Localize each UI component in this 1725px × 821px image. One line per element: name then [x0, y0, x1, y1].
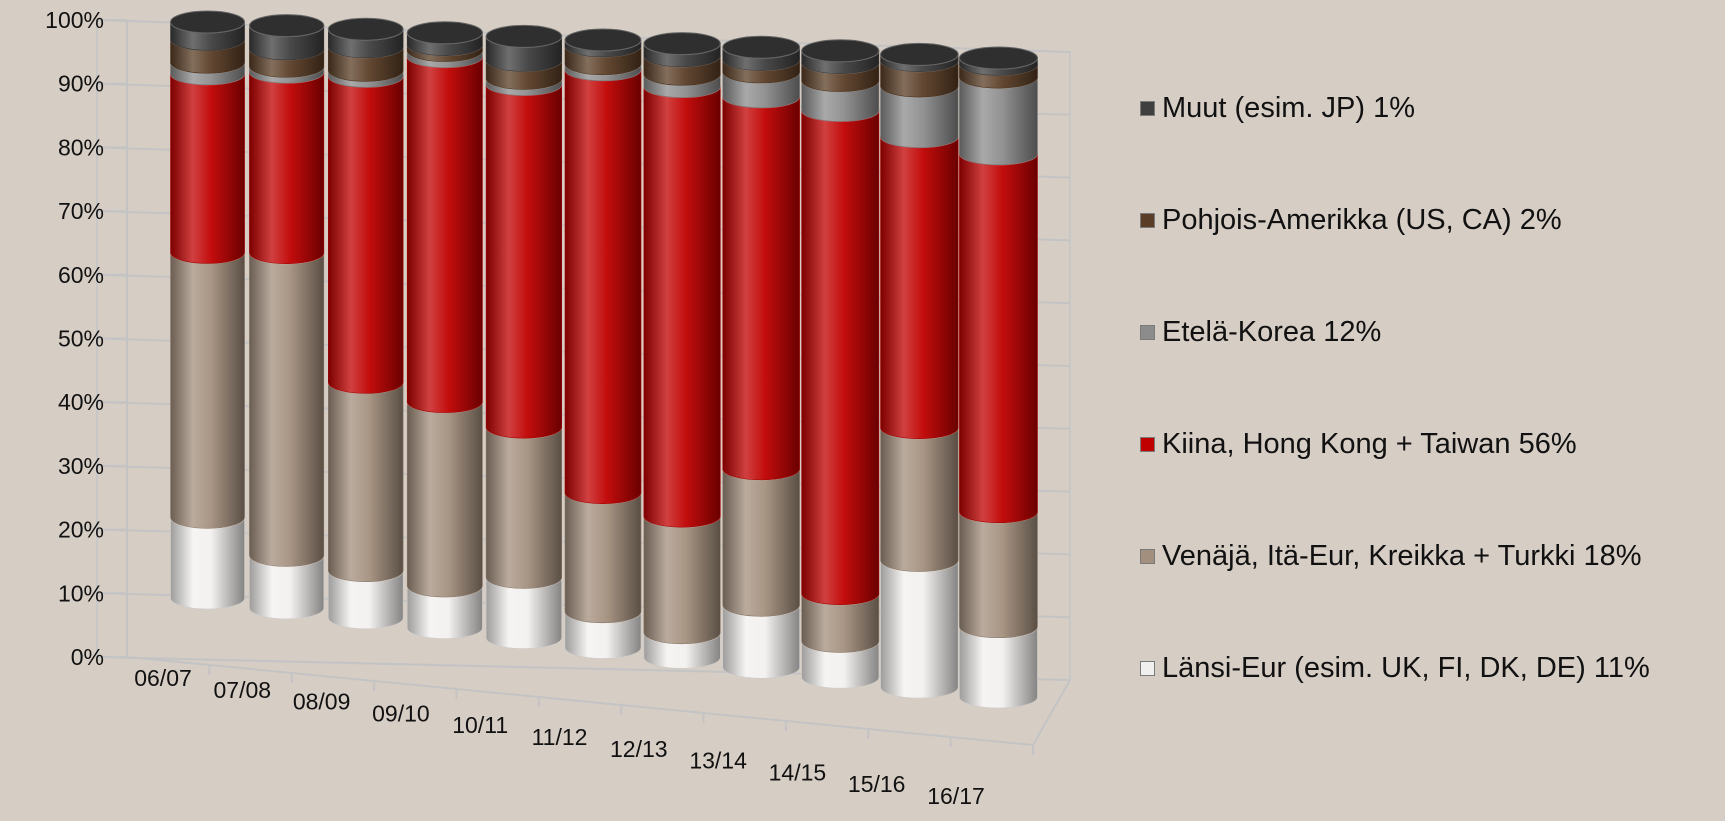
bar-stack: [327, 17, 404, 630]
bar-segment: [170, 252, 245, 529]
x-tick-label: 09/10: [372, 700, 430, 726]
bar-segment: [170, 517, 245, 610]
legend-swatch: [1140, 324, 1155, 340]
bar-segment: [959, 77, 1038, 166]
y-tick-label: 70%: [58, 198, 104, 224]
x-tick-label: 08/09: [293, 689, 351, 715]
y-tick-label: 60%: [58, 262, 104, 288]
x-tick-label: 10/11: [452, 712, 508, 738]
bar-stack: [485, 24, 563, 649]
legend-swatch: [1140, 212, 1155, 228]
bar-top-cap: [248, 14, 325, 38]
bar-segment: [801, 110, 880, 605]
bar-stack: [801, 39, 880, 689]
bar-stack: [248, 14, 325, 620]
legend-swatch: [1140, 100, 1155, 116]
bar-stack: [406, 21, 483, 639]
legend-swatch: [1140, 548, 1155, 564]
bar-segment: [564, 69, 642, 504]
x-tick-label: 11/12: [532, 724, 588, 750]
y-tick-label: 20%: [58, 517, 104, 543]
bar-segment: [880, 427, 959, 572]
y-tick-labels: 0% 10% 20% 30% 40% 50% 60% 70% 80% 90% 100%: [45, 7, 104, 670]
legend-label: Pohjois-Amerikka (US, CA) 2%: [1162, 203, 1562, 236]
legend-item-kiina: Kiina, Hong Kong + Taiwan 56%: [1140, 424, 1720, 464]
x-axis-line: [126, 656, 1034, 746]
bar-top-cap: [327, 17, 404, 41]
bar-segment: [406, 56, 483, 413]
y-tick-label: 0%: [71, 644, 104, 670]
bar-segment: [249, 252, 325, 567]
legend-item-pohjois-amerikka: Pohjois-Amerikka (US, CA) 2%: [1140, 200, 1720, 240]
bar-segment: [485, 427, 563, 589]
bar-top-cap: [170, 10, 246, 34]
legend-label: Venäjä, Itä-Eur, Kreikka + Turkki 18%: [1162, 539, 1642, 572]
bar-stack: [643, 32, 721, 669]
bar-stack: [722, 35, 801, 679]
x-tick-label: 07/08: [214, 677, 272, 703]
bar-top-cap: [958, 46, 1038, 70]
legend-label: Kiina, Hong Kong + Taiwan 56%: [1162, 427, 1577, 460]
bar-segment: [328, 382, 404, 583]
bar-segment: [564, 492, 642, 624]
bar-top-cap: [406, 21, 483, 45]
bar-stack: [564, 28, 642, 659]
legend: Muut (esim. JP) 1% Pohjois-Amerikka (US,…: [1140, 88, 1720, 760]
x-tick-label: 06/07: [134, 665, 192, 691]
bars: [170, 10, 1038, 709]
y-tick-label: 100%: [45, 7, 104, 33]
bar-stack: [880, 42, 959, 699]
x-tick-labels: 06/07 07/08 08/09 09/10 10/11 11/12 12/13 13/14…: [134, 665, 985, 809]
legend-label: Muut (esim. JP) 1%: [1162, 91, 1415, 124]
bar-segment: [485, 84, 563, 439]
bar-stack: [170, 10, 246, 610]
y-tick-label: 50%: [58, 326, 104, 352]
y-tick-label: 40%: [58, 389, 104, 415]
x-tick-label: 13/14: [689, 748, 747, 774]
bar-segment: [170, 73, 245, 264]
legend-item-lansi-eur: Länsi-Eur (esim. UK, FI, DK, DE) 11%: [1140, 648, 1720, 688]
bar-segment: [406, 401, 483, 598]
bar-top-cap: [485, 24, 563, 48]
bar-segment: [722, 96, 800, 481]
legend-swatch: [1140, 436, 1155, 452]
legend-item-muut: Muut (esim. JP) 1%: [1140, 88, 1720, 128]
bar-segment: [328, 76, 404, 394]
y-tick-label: 10%: [58, 580, 104, 606]
bar-top-cap: [722, 35, 801, 59]
legend-label: Etelä-Korea 12%: [1162, 315, 1382, 348]
bar-segment: [959, 511, 1038, 638]
legend-swatch: [1140, 660, 1155, 676]
x-tick-label: 16/17: [927, 783, 985, 809]
bar-segment: [643, 86, 721, 528]
bar-segment: [249, 72, 325, 264]
bar-top-cap: [564, 28, 642, 52]
bar-segment: [643, 516, 721, 645]
x-tick-label: 15/16: [848, 771, 906, 797]
legend-item-venaja: Venäjä, Itä-Eur, Kreikka + Turkki 18%: [1140, 536, 1720, 576]
bar-stack: [958, 46, 1038, 709]
x-tick-label: 14/15: [769, 759, 827, 785]
bar-segment: [880, 136, 959, 439]
y-tick-label: 30%: [58, 453, 104, 479]
y-tick-label: 90%: [58, 71, 104, 97]
bar-segment: [959, 626, 1038, 709]
bar-segment: [722, 468, 800, 617]
legend-label: Länsi-Eur (esim. UK, FI, DK, DE) 11%: [1162, 651, 1650, 684]
bar-top-cap: [643, 32, 721, 56]
bar-segment: [959, 153, 1038, 523]
bar-top-cap: [880, 42, 959, 66]
floor-right: [1032, 679, 1071, 746]
bar-top-cap: [801, 39, 880, 63]
legend-item-etela-korea: Etelä-Korea 12%: [1140, 312, 1720, 352]
y-tick-label: 80%: [58, 134, 104, 160]
x-tick-label: 12/13: [610, 736, 668, 762]
bar-segment: [880, 560, 959, 699]
